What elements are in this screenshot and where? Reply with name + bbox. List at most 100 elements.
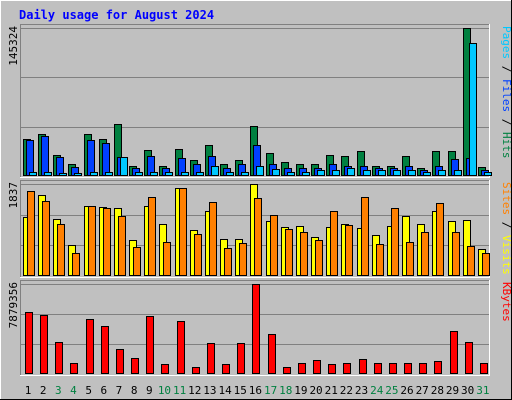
bar-pages-day-20 [317, 170, 325, 176]
bar-kbytes-day-2 [40, 315, 48, 374]
bar-sites-day-1 [27, 191, 35, 276]
x-tick-label-day-12: 12 [188, 384, 201, 397]
bar-sites-day-22 [345, 225, 353, 276]
bar-kbytes-day-14 [222, 364, 230, 374]
bar-kbytes-day-28 [434, 361, 442, 374]
legend-separator: / [500, 215, 512, 235]
bar-sites-day-12 [194, 234, 202, 276]
bar-pages-day-9 [150, 172, 158, 176]
x-tick-label-day-20: 20 [309, 384, 322, 397]
bar-kbytes-day-27 [419, 363, 427, 374]
legend-separator: / [500, 112, 512, 132]
bar-kbytes-day-17 [268, 334, 276, 374]
bar-sites-day-8 [133, 247, 141, 276]
bar-sites-day-24 [376, 244, 384, 276]
bar-kbytes-day-30 [465, 342, 473, 374]
bar-pages-day-30 [469, 43, 477, 176]
legend-item-hits: Hits [500, 132, 512, 159]
bar-kbytes-day-31 [480, 363, 488, 374]
x-tick-label-day-3: 3 [55, 384, 62, 397]
bar-pages-day-2 [44, 172, 52, 176]
bar-sites-day-17 [270, 215, 278, 276]
bar-pages-day-7 [120, 157, 128, 176]
x-tick-label-day-2: 2 [40, 384, 47, 397]
x-tick-label-day-21: 21 [325, 384, 338, 397]
x-tick-label-day-13: 13 [203, 384, 216, 397]
bar-sites-day-28 [436, 203, 444, 276]
panel-max-label: 1837 [7, 182, 20, 209]
bar-pages-day-18 [287, 172, 295, 176]
x-tick-label-day-4: 4 [70, 384, 77, 397]
bar-kbytes-day-16 [252, 284, 260, 374]
x-tick-label-day-29: 29 [446, 384, 459, 397]
bar-pages-day-6 [105, 172, 113, 176]
bar-pages-day-13 [211, 166, 219, 176]
chart-panels: 145324 Pages / Files / Hits 1837 Sites / Vi… [7, 24, 512, 376]
bar-pages-day-25 [393, 170, 401, 176]
panel-hits-files-pages: 145324 Pages / Files / Hits [7, 24, 512, 178]
x-tick-label-day-14: 14 [218, 384, 232, 397]
bar-kbytes-day-26 [404, 363, 412, 374]
bar-sites-day-31 [482, 253, 490, 276]
x-tick-label-day-17: 17 [264, 384, 277, 397]
bar-pages-day-11 [181, 172, 189, 176]
x-tick-label-day-28: 28 [431, 384, 444, 397]
x-tick-label-day-19: 19 [294, 384, 307, 397]
x-tick-label-day-10: 10 [158, 384, 171, 397]
x-tick-label-day-9: 9 [146, 384, 153, 397]
bar-kbytes-day-10 [161, 364, 169, 374]
x-tick-label-day-26: 26 [400, 384, 413, 397]
bar-sites-day-30 [467, 246, 475, 276]
bar-pages-day-5 [90, 172, 98, 176]
bar-pages-day-26 [408, 170, 416, 176]
bar-kbytes-day-23 [359, 359, 367, 374]
bar-kbytes-day-1 [25, 312, 33, 374]
panel-max-label: 7879356 [7, 282, 20, 328]
panel-legend: Pages / Files / Hits [500, 26, 512, 159]
bar-kbytes-day-11 [177, 321, 185, 374]
bar-sites-day-21 [330, 211, 338, 276]
bar-pages-day-3 [59, 173, 67, 176]
bar-pages-day-27 [423, 172, 431, 176]
x-tick-label-day-11: 11 [173, 384, 186, 397]
bar-kbytes-day-22 [343, 363, 351, 374]
panel-legend: Sites / Visits [500, 182, 512, 275]
bar-files-day-2 [41, 136, 49, 176]
bar-kbytes-day-7 [116, 349, 124, 374]
bar-pages-day-14 [226, 172, 234, 176]
bar-kbytes-day-20 [313, 360, 321, 374]
legend-item-sites: Sites [500, 182, 512, 215]
bar-sites-day-2 [42, 201, 50, 276]
legend-item-kbytes: KBytes [500, 282, 512, 322]
bar-sites-day-4 [72, 253, 80, 276]
bar-sites-day-3 [57, 224, 65, 276]
bar-files-day-1 [26, 140, 34, 176]
x-tick-label-day-18: 18 [279, 384, 292, 397]
bar-pages-day-19 [302, 172, 310, 176]
bar-kbytes-day-24 [374, 363, 382, 374]
bar-files-day-6 [102, 143, 110, 176]
bar-pages-day-24 [378, 170, 386, 176]
bar-pages-day-10 [165, 172, 173, 176]
bar-pages-day-17 [272, 169, 280, 176]
x-tick-label-day-31: 31 [476, 384, 489, 397]
x-tick-label-day-15: 15 [234, 384, 247, 397]
bar-kbytes-day-8 [131, 358, 139, 374]
x-tick-label-day-22: 22 [340, 384, 353, 397]
bar-sites-day-23 [361, 197, 369, 276]
bar-sites-day-6 [103, 208, 111, 276]
x-tick-label-day-30: 30 [461, 384, 474, 397]
bar-pages-day-29 [454, 170, 462, 176]
bar-pages-day-31 [484, 172, 492, 176]
bar-sites-day-26 [406, 242, 414, 276]
x-tick-label-day-8: 8 [131, 384, 138, 397]
bar-files-day-5 [87, 140, 95, 176]
bar-kbytes-day-5 [86, 319, 94, 374]
x-axis-day-labels: 1 2 3 4 5 6 7 8 9 10 11 12 13 14 15 16 17 18 19 20 21 22 23 24 2… [25, 384, 490, 397]
x-tick-label-day-5: 5 [85, 384, 92, 397]
bar-pages-day-4 [74, 173, 82, 176]
bar-sites-day-25 [391, 208, 399, 276]
x-tick-label-day-27: 27 [416, 384, 429, 397]
x-tick-label-day-24: 24 [370, 384, 384, 397]
bar-kbytes-day-12 [192, 367, 200, 374]
